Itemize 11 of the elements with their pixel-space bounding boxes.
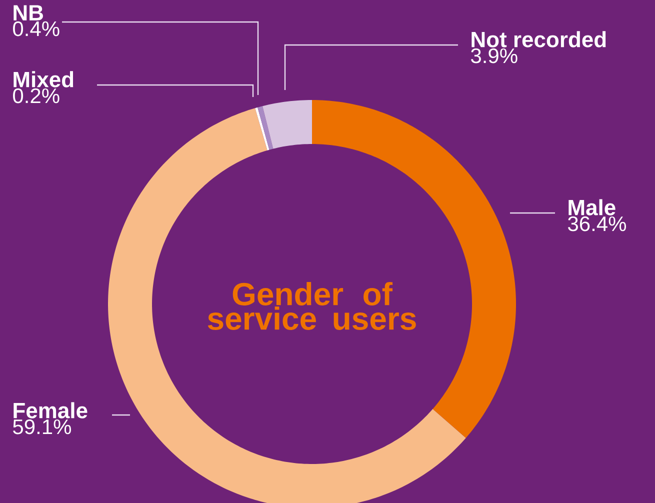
slice-label: Female [14, 402, 88, 418]
data-label: 0.4% [13, 21, 60, 36]
data-label: 59.1% [13, 419, 71, 434]
slice-label: Mixed [14, 71, 74, 88]
slice-label: NB [14, 5, 43, 20]
text: Gender of service users [208, 282, 416, 330]
data-label: 3.9% [471, 48, 518, 64]
slice-label: Male [568, 199, 616, 216]
data-label: 36.4% [568, 216, 626, 232]
slice-label: Not recorded [472, 31, 606, 48]
data-label: 0.2% [13, 88, 60, 104]
